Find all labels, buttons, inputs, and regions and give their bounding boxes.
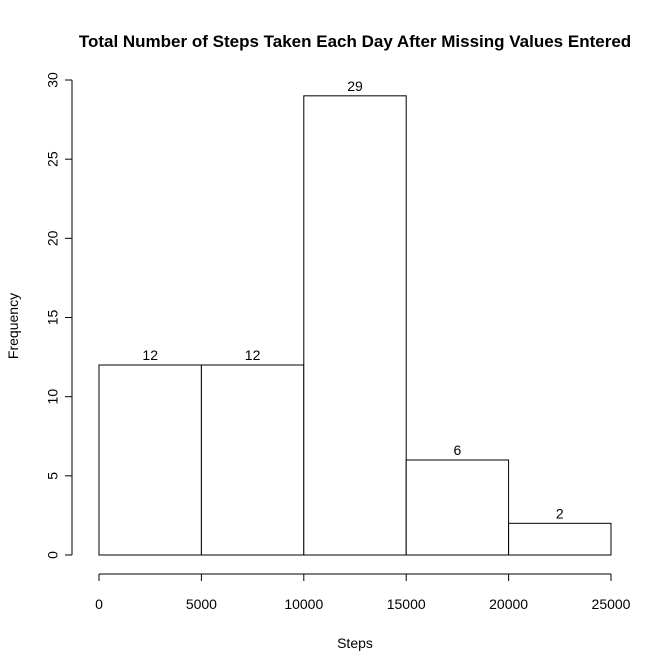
histogram-bar [98, 364, 202, 556]
y-axis-label: Frequency [5, 293, 21, 359]
x-tick-label: 0 [95, 596, 103, 612]
y-axis: 0 5 10 15 20 25 30 [45, 72, 73, 559]
bars [98, 95, 612, 556]
x-axis-label: Steps [337, 635, 373, 651]
histogram-bar [405, 459, 510, 556]
bar-count-label: 12 [142, 347, 158, 363]
bar-count-label: 6 [454, 442, 462, 458]
x-tick-label: 5000 [186, 596, 217, 612]
bar-count-label: 29 [347, 78, 363, 94]
histogram-bar [200, 364, 305, 556]
x-tick-label: 15000 [387, 596, 426, 612]
chart-title: Total Number of Steps Taken Each Day Aft… [79, 32, 631, 51]
y-tick-label: 30 [45, 72, 61, 88]
y-tick-label: 5 [45, 472, 61, 480]
bar-count-label: 12 [245, 347, 261, 363]
y-tick-label: 25 [45, 151, 61, 167]
x-tick-label: 10000 [284, 596, 323, 612]
x-tick-label: 20000 [489, 596, 528, 612]
y-tick-label: 10 [45, 389, 61, 405]
data-labels: 12 12 29 6 2 [142, 78, 563, 521]
histogram-bar [303, 95, 407, 556]
y-tick-label: 0 [45, 551, 61, 559]
y-tick-label: 20 [45, 230, 61, 246]
histogram-bar [508, 522, 612, 556]
x-axis: 0 5000 10000 15000 20000 25000 [95, 573, 631, 612]
y-tick-label: 15 [45, 310, 61, 326]
x-tick-label: 25000 [592, 596, 631, 612]
bar-count-label: 2 [556, 505, 564, 521]
